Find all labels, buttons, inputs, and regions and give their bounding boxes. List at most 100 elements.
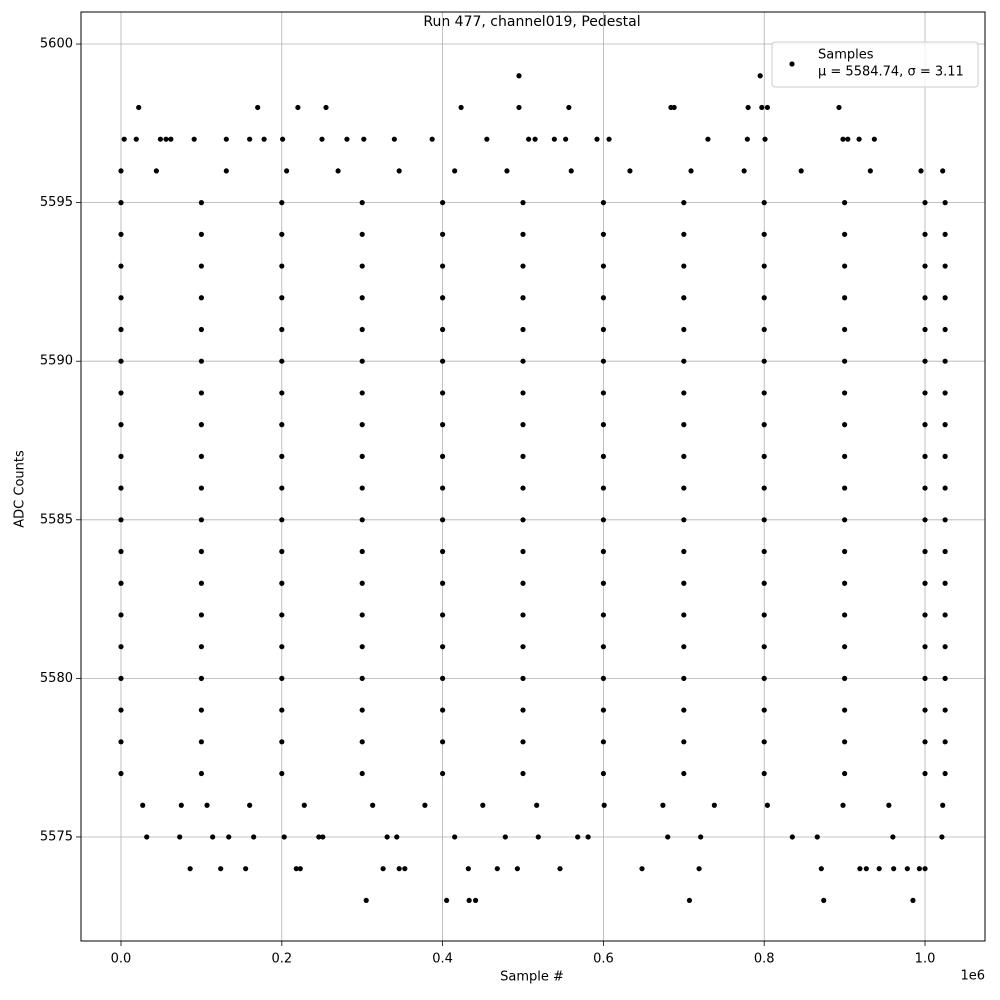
sample-point [566,104,572,111]
sample-point [247,136,253,142]
sample-point [639,866,645,872]
sample-point [789,834,795,840]
sample-point [698,834,704,840]
sample-point [118,517,124,523]
sample-point [279,707,285,713]
sample-point [526,136,532,142]
sample-point [440,263,446,269]
sample-point [922,200,928,206]
sample-point [916,866,922,872]
sample-point [440,675,446,681]
sample-point [370,802,376,808]
sample-point [842,358,848,364]
sample-point [163,136,169,142]
sample-point [681,548,687,555]
sample-point [118,548,124,555]
sample-point [465,866,471,872]
sample-point [279,453,285,459]
sample-point [600,770,607,777]
sample-point [842,231,848,237]
sample-point [484,136,490,142]
sample-point [243,866,249,872]
sample-point [440,358,446,364]
sample-point [681,739,687,745]
sample-point [440,517,446,523]
sample-point [359,485,365,491]
sample-point [279,390,285,396]
sample-point [429,136,435,142]
legend-label: Samples [818,48,874,63]
sample-point [886,802,892,808]
sample-point [764,104,771,111]
sample-point [551,136,557,142]
sample-point [922,263,928,269]
sample-point [198,580,205,586]
sample-point [359,612,365,618]
sample-point [600,453,607,459]
sample-point [942,644,948,650]
sample-point [942,295,948,301]
sample-point [761,231,767,237]
sample-point [297,866,303,872]
legend-box [771,41,979,88]
chart-title: Run 477, channel019, Pedestal [423,14,640,30]
sample-point [440,580,446,586]
y-tick-label: 5575 [40,829,73,844]
sample-point [319,136,325,142]
sample-point [681,612,687,618]
sample-point [279,517,285,523]
sample-point [840,802,846,808]
sample-point [218,866,224,872]
sample-point [942,326,948,333]
sample-point [118,422,124,428]
sample-point [842,580,848,586]
sample-point [534,802,540,808]
sample-point [761,580,767,586]
sample-point [600,485,607,491]
sample-point [198,770,205,777]
sample-point [600,580,607,586]
sample-point [918,168,924,174]
sample-point [745,104,751,111]
x-tick-label: 0.0 [111,952,132,967]
sample-point [121,136,127,142]
sample-point [247,802,253,808]
sample-point [440,739,446,745]
sample-point [557,866,563,872]
sample-point [255,104,261,111]
x-tick-label: 0.4 [432,952,453,967]
sample-point [600,422,607,428]
sample-point [922,612,928,618]
sample-point [198,612,205,618]
sample-point [535,834,541,840]
sample-point [600,231,607,237]
sample-point [520,295,526,301]
sample-point [681,644,687,650]
sample-point [380,866,386,872]
sample-point [842,295,848,301]
x-tick-label: 1.0 [915,952,936,967]
sample-point [359,675,365,681]
sample-point [494,866,500,872]
sample-point [440,200,446,206]
sample-point [396,866,402,872]
sample-point [293,866,299,872]
sample-point [198,453,205,459]
sample-point [814,834,820,840]
sample-point [681,517,687,523]
sample-point [279,326,285,333]
sample-point [942,390,948,396]
sample-point [520,644,526,650]
sample-point [922,770,928,777]
sample-point [761,326,767,333]
sample-point [741,168,747,174]
sample-point [295,104,301,111]
sample-point [118,770,124,777]
sample-point [520,200,526,206]
sample-point [520,326,526,333]
sample-point [440,548,446,555]
sample-point [922,485,928,491]
sample-point [118,326,124,333]
sample-point [279,675,285,681]
sample-point [942,200,948,206]
